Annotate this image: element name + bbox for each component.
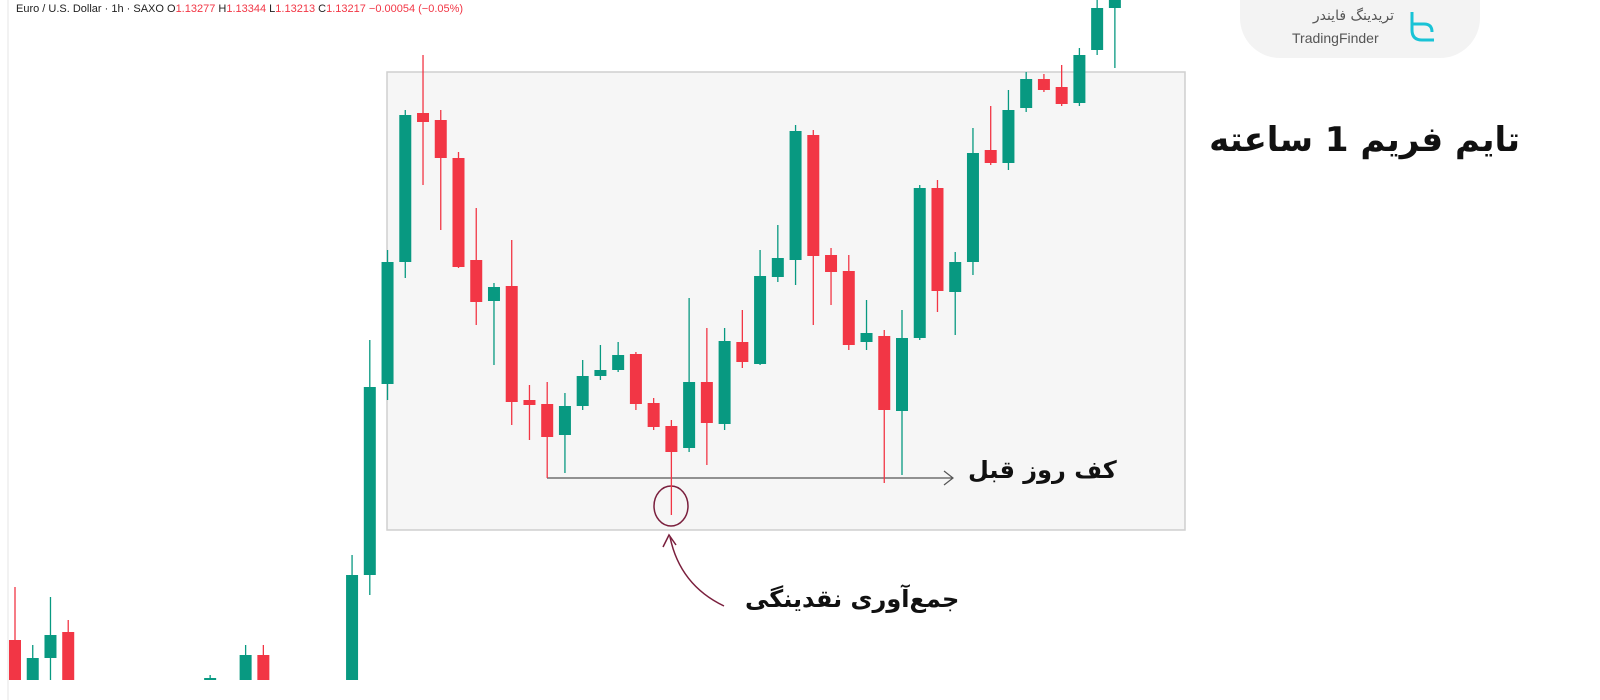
candle-body	[1002, 110, 1015, 163]
candle-body	[239, 655, 252, 680]
candle-body	[1037, 79, 1050, 90]
candle-body	[523, 400, 536, 405]
candle-body	[718, 341, 731, 424]
ohlc-value: 1.13217	[326, 3, 366, 15]
zone-box	[386, 71, 1186, 531]
candle-body	[931, 188, 944, 291]
candle-body	[487, 287, 500, 301]
candle-body	[576, 376, 589, 406]
candle-body	[346, 575, 359, 680]
chart-title: تایم فریم 1 ساعته	[1209, 120, 1520, 160]
ohlc-label: H	[218, 3, 227, 15]
legend-header: Euro / U.S. Dollar · 1h · SAXO O1.13277 …	[16, 3, 463, 15]
arrow	[669, 536, 725, 607]
candle-body	[700, 382, 713, 423]
change: −0.00054 (−0.05%)	[368, 3, 464, 15]
candle-body	[381, 262, 394, 384]
candle-body	[1073, 55, 1086, 103]
candle-body	[204, 678, 217, 680]
candle-body	[257, 655, 270, 680]
ohlc-label: O	[167, 3, 176, 15]
logo-latin: TradingFinder	[1292, 30, 1379, 46]
logo-persian: تریدینگ فایندر	[1312, 8, 1394, 24]
level-arrow	[943, 470, 954, 486]
candle-body	[647, 403, 660, 427]
candle-body	[399, 115, 412, 262]
candle-body	[825, 255, 838, 272]
candle-body	[789, 131, 802, 260]
candle-body	[754, 276, 767, 364]
candle-body	[612, 355, 625, 370]
candle-body	[1055, 87, 1068, 104]
candle-body	[665, 426, 678, 452]
candle-body	[434, 120, 447, 158]
candle-body	[1091, 8, 1104, 50]
candle-body	[683, 382, 696, 448]
candle-body	[966, 153, 979, 262]
candle-body	[452, 158, 465, 267]
ohlc-label: L	[269, 3, 276, 15]
candle-body	[1020, 79, 1033, 108]
candle-body	[896, 338, 908, 411]
symbol: Euro / U.S. Dollar · 1h · SAXO	[16, 3, 164, 15]
arrow-head	[662, 533, 677, 548]
candle-body	[949, 262, 962, 292]
ohlc-value: 1.13213	[275, 3, 316, 15]
candle-body	[1108, 0, 1121, 8]
ohlc-label: C	[318, 3, 327, 15]
candle-body	[913, 188, 926, 338]
logo: تریدینگ فایندر TradingFinder	[1240, 0, 1480, 58]
candle-body	[771, 258, 784, 277]
candle-body	[505, 286, 518, 402]
candle-body	[878, 336, 891, 410]
candle-body	[26, 658, 39, 680]
annotation: جمع‌آوری نقدینگی	[745, 585, 960, 613]
candle-body	[470, 260, 483, 302]
candle-body	[363, 387, 376, 575]
ohlc-value: 1.13344	[226, 3, 267, 15]
candle-body	[736, 342, 749, 362]
candle-body	[629, 354, 642, 404]
candle-body	[417, 113, 430, 122]
candle-body	[984, 150, 997, 163]
candle-body	[594, 370, 607, 376]
annotation: کف روز قبل	[968, 456, 1117, 484]
candle-body	[860, 333, 873, 342]
candle-body	[842, 271, 855, 345]
logo-icon	[1410, 12, 1434, 42]
ohlc-value: 1.13277	[175, 3, 216, 15]
candle-body	[44, 635, 57, 658]
candle-body	[9, 640, 21, 680]
candle-body	[541, 404, 554, 437]
candle-body	[807, 135, 820, 256]
candle-body	[62, 632, 75, 680]
candle-body	[558, 406, 571, 435]
